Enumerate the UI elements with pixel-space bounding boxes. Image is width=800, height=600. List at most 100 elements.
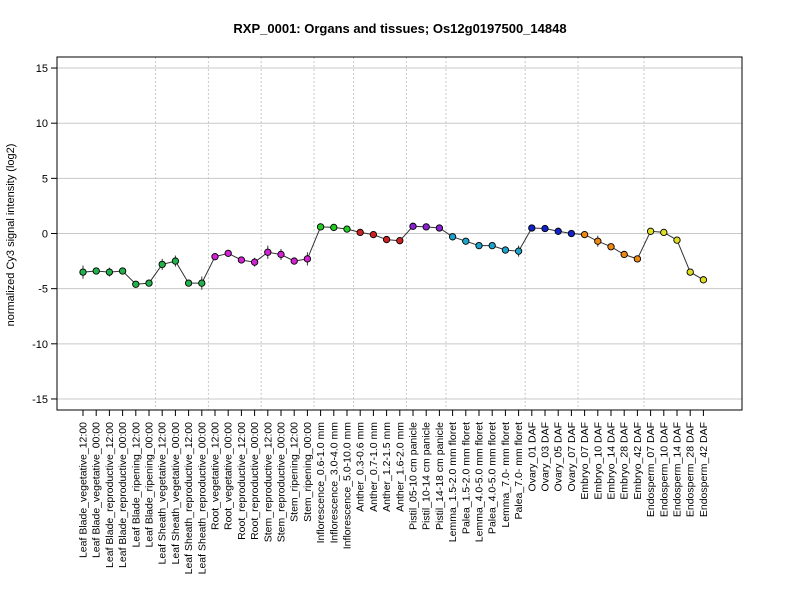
x-tick-label: Root_vegetative_00:00 (223, 422, 235, 530)
data-point (198, 279, 206, 287)
data-point (211, 253, 219, 261)
x-tick-label: Root_vegetative_12:00 (210, 422, 222, 530)
x-tick-label: Leaf Blade_ripening_00:00 (144, 422, 156, 548)
x-tick-label: Stem_ripening_12:00 (289, 422, 301, 522)
x-tick-label: Anther_1.6-2.0 mm (394, 422, 406, 512)
y-tick-label: 0 (42, 229, 48, 241)
x-tick-label: Root_reproductive_00:00 (249, 422, 261, 540)
data-point (237, 256, 246, 264)
data-point (184, 279, 193, 287)
x-tick-label: Inflorescence_3.0-4.0 mm (328, 422, 340, 544)
x-tick-label: Lemma_1.5-2.0 mm floret (447, 422, 459, 542)
data-point (435, 224, 444, 232)
x-tick-label: Embryo_14 DAF (606, 422, 618, 500)
data-point (554, 227, 562, 235)
x-tick-label: Leaf Sheath_reproductive_12:00 (183, 422, 195, 575)
data-point (369, 230, 378, 239)
x-tick-label: Leaf Sheath_vegetative_00:00 (170, 422, 182, 565)
data-point (105, 268, 114, 276)
data-point (462, 237, 470, 245)
y-tick-label: -10 (32, 339, 48, 351)
data-point (382, 235, 391, 244)
data-point (541, 224, 549, 233)
y-axis-label: normalized Cy3 signal intensity (log2) (5, 144, 17, 327)
data-point (475, 241, 483, 250)
x-tick-label: Stem_reproductive_12:00 (262, 422, 274, 542)
chart-title: RXP_0001: Organs and tissues; Os12g01975… (233, 21, 566, 36)
data-point (422, 223, 430, 231)
data-point (303, 255, 312, 263)
data-point (633, 255, 642, 263)
grid-lines (57, 57, 742, 410)
x-tick-label: Leaf Blade_reproductive_00:00 (117, 422, 129, 568)
x-tick-label: Palea_7.0- mm floret (513, 422, 525, 520)
data-point (528, 224, 536, 232)
data-point (594, 237, 602, 245)
data-point (580, 230, 589, 239)
x-tick-label: Endosperm_42 DAF (698, 422, 710, 517)
data-point (646, 227, 655, 235)
x-tick-label: Stem_reproductive_00:00 (276, 422, 288, 542)
x-tick-label: Endosperm_07 DAF (645, 422, 657, 517)
x-tick-label: Leaf Sheath_reproductive_00:00 (196, 422, 208, 575)
data-point (330, 223, 338, 232)
data-point (343, 225, 351, 233)
y-tick-label: 10 (36, 118, 48, 130)
data-point (409, 222, 417, 230)
x-tick-label: Palea_1.5-2.0 mm floret (460, 422, 472, 534)
x-tick-label: Ovary_05 DAF (553, 422, 565, 491)
data-point (673, 236, 681, 244)
x-tick-label: Anther_1.2-1.5 mm (381, 422, 393, 512)
data-point (396, 237, 404, 245)
x-tick-label: Lemma_4.0-5.0 mm floret (474, 422, 486, 542)
x-tick-label: Ovary_03 DAF (540, 422, 552, 491)
data-point (448, 233, 457, 241)
data-point (620, 250, 628, 259)
x-tick-label: Pistil_05-10 cm panicle (408, 422, 420, 530)
x-tick-label: Endosperm_28 DAF (685, 422, 697, 517)
data-point (290, 257, 298, 265)
x-tick-label: Anther_0.7-1.0 mm (368, 422, 380, 512)
x-tick-label: Pistil_14-18 cm panicle (434, 422, 446, 530)
data-series (79, 222, 708, 290)
plot-frame (56, 56, 743, 411)
x-tick-label: Root_reproductive_12:00 (236, 422, 248, 540)
x-tick-label: Ovary_01 DAF (526, 422, 538, 491)
x-tick-label: Endosperm_10 DAF (658, 422, 670, 517)
x-tick-label: Embryo_07 DAF (579, 422, 591, 500)
x-tick-label: Stem_ripening_00:00 (302, 422, 314, 522)
x-tick-label: Leaf Blade_ripening_12:00 (130, 422, 142, 548)
data-point (158, 260, 166, 269)
data-point (92, 267, 100, 275)
data-point (224, 249, 232, 258)
data-point (699, 276, 708, 284)
data-point (171, 257, 180, 265)
x-tick-label: Endosperm_14 DAF (672, 422, 684, 517)
data-point (514, 247, 523, 255)
x-tick-label: Leaf Blade_reproductive_12:00 (104, 422, 116, 568)
data-point (356, 228, 364, 237)
x-tick-label: Lemma_7.0- mm floret (500, 422, 512, 528)
data-point (567, 229, 576, 238)
data-point (132, 280, 140, 288)
y-tick-label: -5 (38, 284, 48, 296)
x-tick-label: Embryo_28 DAF (619, 422, 631, 500)
x-tick-label: Inflorescence_0.6-1.0 mm (315, 422, 327, 544)
data-point (501, 246, 510, 254)
series-line (82, 225, 704, 285)
data-point (250, 258, 259, 266)
data-point (145, 279, 153, 287)
axes: -15 -10 -5 0 5 10 15 Leaf Blade_vegetative_12:0… (32, 63, 710, 574)
x-tick-label: Inflorescence_5.0-10.0 mm (342, 422, 354, 549)
y-tick-label: 15 (36, 63, 48, 75)
data-point (277, 250, 285, 259)
x-tick-label: Ovary_07 DAF (566, 422, 578, 491)
data-point (316, 223, 325, 231)
x-tick-label: Pistil_10-14 cm panicle (421, 422, 433, 530)
data-point (488, 241, 496, 250)
x-tick-label: Embryo_42 DAF (632, 422, 644, 500)
data-point (79, 268, 87, 276)
x-tick-label: Leaf Blade_vegetative_12:00 (78, 422, 90, 558)
x-tick-label: Embryo_10 DAF (592, 422, 604, 500)
